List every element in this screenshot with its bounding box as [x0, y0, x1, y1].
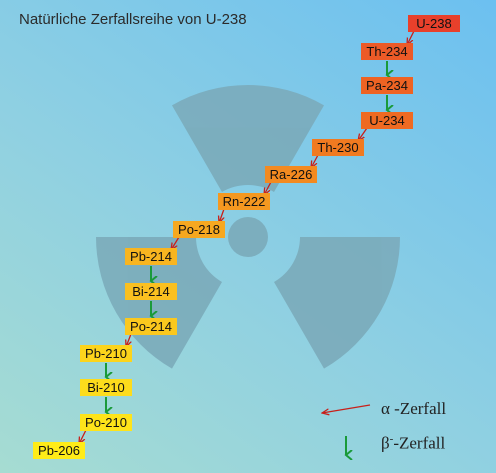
beta-symbol: β — [381, 433, 390, 453]
nuclide-box: Po-214 — [125, 318, 177, 335]
nuclide-box: Rn-222 — [218, 193, 270, 210]
nuclide-box: Pb-210 — [80, 345, 132, 362]
trefoil-center — [228, 217, 268, 257]
diagram-title: Natürliche Zerfallsreihe von U-238 — [19, 11, 247, 28]
nuclide-box: Pb-206 — [33, 442, 85, 459]
nuclide-box: Pa-234 — [361, 77, 413, 94]
alpha-decay-arrow — [171, 236, 180, 250]
nuclide-box: U-238 — [408, 15, 460, 32]
trefoil-blade — [96, 237, 222, 369]
alpha-decay-arrow — [407, 30, 415, 45]
alpha-decay-arrow — [126, 333, 131, 347]
alpha-symbol: α — [381, 399, 390, 418]
alpha-decay-arrow — [311, 154, 319, 168]
nuclide-box: Po-218 — [173, 221, 225, 238]
trefoil-blade — [172, 84, 324, 192]
alpha-decay-arrow — [264, 181, 272, 195]
alpha-decay-arrow — [358, 127, 368, 141]
trefoil-blade — [274, 237, 400, 369]
legend-alpha-arrow — [322, 404, 371, 413]
nuclide-box: Bi-210 — [80, 379, 132, 396]
alpha-decay-arrow — [219, 208, 224, 223]
legend-beta-label: β--Zerfall — [381, 433, 445, 454]
nuclide-box: U-234 — [361, 112, 413, 129]
nuclide-box: Ra-226 — [265, 166, 317, 183]
nuclide-box: Po-210 — [80, 414, 132, 431]
beta-superscript: - — [389, 433, 394, 445]
legend-alpha-label: α -Zerfall — [381, 399, 446, 419]
alpha-decay-arrow — [79, 429, 87, 444]
nuclide-box: Th-234 — [361, 43, 413, 60]
nuclide-box: Pb-214 — [125, 248, 177, 265]
nuclide-box: Th-230 — [312, 139, 364, 156]
beta-text: -Zerfall — [393, 433, 446, 453]
nuclide-box: Bi-214 — [125, 283, 177, 300]
alpha-text: -Zerfall — [389, 399, 447, 418]
